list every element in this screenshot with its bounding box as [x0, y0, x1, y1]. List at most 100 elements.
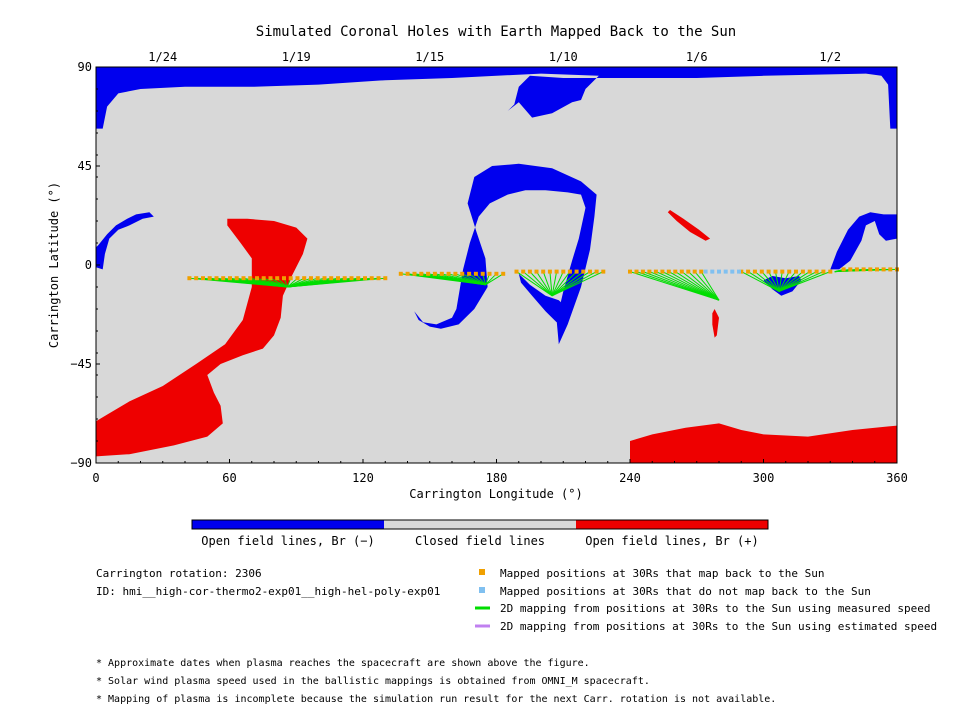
mapping-line-4-9 — [778, 271, 804, 292]
mapping-line-4-2 — [754, 271, 780, 292]
mapped-position-0-10 — [255, 276, 259, 281]
mapped-position-3-9 — [686, 269, 691, 274]
legend-label-measured: 2D mapping from positions at 30Rs to the… — [500, 602, 930, 615]
mapped-position-0-17 — [302, 276, 307, 281]
mapping-line-4-0 — [741, 271, 780, 292]
mapping-line-4-7 — [778, 271, 790, 292]
mapped-position-2-7 — [561, 269, 566, 274]
mapped-position-0-9 — [248, 276, 253, 281]
mapped-position-4-7 — [787, 269, 792, 274]
mapped-position-4-10 — [807, 269, 812, 274]
mapping-line-3-8 — [681, 271, 720, 301]
mapped-position-2-3 — [534, 269, 539, 274]
mapped-position-5-1 — [848, 267, 853, 272]
mapped-position-3-10 — [692, 269, 697, 274]
mapping-line-2-3 — [536, 271, 553, 297]
mapped-position-0-29 — [383, 276, 388, 281]
x-tick-label-0: 0 — [92, 471, 99, 485]
mapped-position-2-13 — [601, 269, 606, 274]
legend: Mapped positions at 30Rs that map back t… — [475, 567, 937, 633]
mapping-line-2-5 — [549, 271, 553, 296]
colorbar-frame — [191, 519, 769, 530]
mapped-position-1-4 — [426, 271, 431, 276]
mapped-position-5-6 — [881, 267, 886, 272]
mapping-line-4-3 — [761, 271, 780, 292]
footnote-incomplete: * Mapping of plasma is incomplete becaus… — [96, 694, 776, 705]
x-tick-label-4: 240 — [619, 471, 641, 485]
mapped-position-1-11 — [473, 271, 478, 276]
mapped-position-2-2 — [527, 269, 532, 274]
legend-marker-mapped — [479, 569, 485, 575]
x-axis-ticks: 0 60 120 180 240 300 360 — [92, 459, 908, 485]
top-date-label-0: 1/24 — [148, 50, 177, 64]
mapped-position-3-1 — [634, 269, 639, 274]
unmapped-position-4 — [730, 269, 735, 274]
mapped-position-0-11 — [261, 276, 266, 281]
mapping-line-4-5 — [775, 271, 780, 292]
mapped-position-2-0 — [514, 269, 519, 274]
top-axis-date-labels: 1/24 1/19 1/15 1/10 1/6 1/2 — [148, 50, 841, 64]
mapped-position-3-4 — [653, 269, 658, 274]
mapped-position-3-5 — [660, 269, 665, 274]
mapped-position-1-12 — [480, 271, 485, 276]
colorbar-label-closed: Closed field lines — [415, 534, 545, 548]
mapped-position-0-6 — [228, 276, 232, 281]
top-date-label-1: 1/19 — [282, 50, 311, 64]
mapped-position-3-8 — [679, 269, 684, 274]
mapped-position-0-4 — [214, 276, 219, 281]
mapping-line-2-0 — [516, 271, 553, 297]
mapping-line-3-7 — [675, 271, 720, 301]
y-tick-label-0: −90 — [70, 456, 92, 470]
mapped-position-2-12 — [594, 269, 599, 274]
mapped-position-4-6 — [780, 269, 785, 274]
mapped-position-3-6 — [666, 269, 671, 274]
mapped-position-4-9 — [800, 269, 805, 274]
y-axis-label: Carrington Latitude (°) — [47, 182, 61, 348]
unmapped-position-2 — [717, 269, 721, 274]
open-field-region-positive-6 — [96, 218, 308, 457]
mapped-position-2-4 — [541, 269, 546, 274]
mapped-position-4-8 — [794, 269, 798, 274]
mapped-position-3-3 — [647, 269, 652, 274]
mapped-position-5-7 — [888, 267, 893, 272]
mapped-position-5-4 — [868, 267, 873, 272]
mapped-position-0-18 — [309, 276, 313, 281]
open-field-region-negative-2 — [414, 163, 597, 345]
mapped-position-0-3 — [207, 276, 212, 281]
mapped-position-2-6 — [554, 269, 559, 274]
mapped-position-0-16 — [295, 276, 300, 281]
mapped-position-4-1 — [746, 269, 751, 274]
plot-background — [96, 67, 897, 463]
mapped-position-1-2 — [412, 271, 417, 276]
mapped-position-1-8 — [453, 271, 458, 276]
mapped-position-3-2 — [640, 269, 645, 274]
mapping-line-3-6 — [668, 271, 720, 301]
open-field-regions — [96, 67, 897, 463]
mapped-position-4-0 — [739, 269, 744, 274]
mapped-position-0-5 — [221, 276, 226, 281]
colorbar-segment-closed — [384, 520, 576, 529]
open-field-region-negative-0 — [96, 67, 897, 129]
y-tick-label-2: 0 — [85, 258, 92, 272]
mapping-line-4-13 — [778, 271, 831, 292]
mapping-line-2-2 — [529, 271, 553, 297]
mapped-position-0-21 — [329, 276, 334, 281]
mapped-position-0-13 — [275, 276, 280, 281]
legend-label-estimated: 2D mapping from positions at 30Rs to the… — [500, 620, 937, 633]
mapping-line-2-7 — [551, 271, 564, 297]
mapping-line-1-9 — [461, 273, 486, 286]
mapped-position-2-1 — [521, 269, 526, 274]
mapping-lines — [189, 268, 898, 301]
mapped-position-1-3 — [419, 271, 424, 276]
x-tick-label-5: 300 — [753, 471, 775, 485]
footnote-dates: * Approximate dates when plasma reaches … — [96, 658, 590, 669]
top-date-label-3: 1/10 — [549, 50, 578, 64]
mapped-position-markers — [187, 267, 899, 281]
mapped-position-0-26 — [363, 276, 367, 281]
mapped-position-0-20 — [322, 276, 327, 281]
mapped-position-2-11 — [588, 269, 592, 274]
mapped-position-0-8 — [241, 276, 246, 281]
mapped-position-4-3 — [759, 269, 764, 274]
open-field-region-positive-9 — [630, 423, 897, 463]
x-tick-label-6: 360 — [886, 471, 908, 485]
